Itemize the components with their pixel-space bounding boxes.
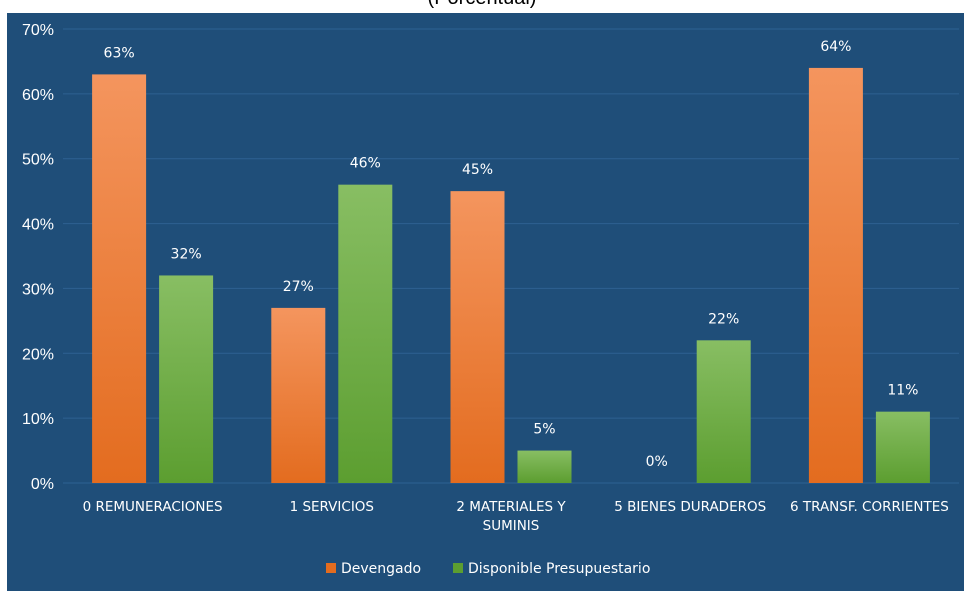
legend: Devengado Disponible Presupuestario — [326, 561, 650, 577]
x-category-label-line: 1 SERVICIOS — [290, 499, 374, 515]
data-label: 0% — [646, 454, 668, 470]
data-label: 63% — [104, 45, 135, 61]
x-category-label: 2 MATERIALES Y SUMINIS — [456, 499, 566, 534]
data-labels: 63% 32% 27% 46% 45% 5% 0% 22% 64% 11% — [104, 39, 919, 470]
legend-swatch — [453, 563, 463, 573]
data-label: 11% — [887, 383, 918, 399]
data-label: 27% — [283, 279, 314, 295]
bar-disponible — [338, 184, 393, 483]
x-category-label-line: 6 TRANSF. CORRIENTES — [790, 499, 949, 515]
x-axis: 0 REMUNERACIONES 1 SERVICIOS 2 MATERIALES … — [83, 499, 949, 534]
x-category-label-line: SUMINIS — [483, 518, 540, 534]
bar-devengado — [92, 74, 147, 484]
data-label: 45% — [462, 162, 493, 178]
bar-devengado — [450, 191, 505, 483]
y-tick-label: 60% — [22, 87, 54, 104]
x-category-label-line: 2 MATERIALES Y — [456, 499, 566, 515]
y-tick-label: 70% — [22, 22, 54, 39]
y-axis: 0% 10% 20% 30% 40% 50% 60% 70% — [22, 22, 54, 493]
bar-disponible — [517, 450, 572, 483]
legend-label: Devengado — [341, 561, 421, 577]
x-category-label: 5 BIENES DURADEROS — [614, 499, 766, 515]
chart-title-partial: (Porcentual) — [0, 0, 964, 10]
bar-devengado — [808, 67, 863, 483]
x-category-label: 0 REMUNERACIONES — [83, 499, 223, 515]
data-label: 32% — [171, 246, 202, 262]
bar-disponible — [159, 275, 214, 483]
bar-devengado — [271, 307, 326, 483]
y-tick-label: 20% — [22, 346, 54, 363]
y-tick-label: 30% — [22, 281, 54, 298]
bars — [92, 67, 930, 484]
chart-panel: 0% 10% 20% 30% 40% 50% 60% 70% 63% 32% 27% 46% 45% 5… — [7, 13, 964, 591]
x-category-label-line: 0 REMUNERACIONES — [83, 499, 223, 515]
y-tick-label: 10% — [22, 411, 54, 428]
data-label: 22% — [708, 311, 739, 327]
data-label: 5% — [533, 422, 555, 438]
bar-chart: 0% 10% 20% 30% 40% 50% 60% 70% 63% 32% 27% 46% 45% 5… — [22, 22, 959, 577]
x-category-label: 6 TRANSF. CORRIENTES — [790, 499, 949, 515]
y-tick-label: 0% — [31, 476, 54, 493]
legend-swatch — [326, 563, 336, 573]
y-tick-label: 50% — [22, 152, 54, 169]
y-tick-label: 40% — [22, 217, 54, 234]
bar-disponible — [696, 340, 751, 483]
x-category-label: 1 SERVICIOS — [290, 499, 374, 515]
x-category-label-line: 5 BIENES DURADEROS — [614, 499, 766, 515]
data-label: 46% — [350, 156, 381, 172]
bar-disponible — [875, 411, 930, 483]
legend-label: Disponible Presupuestario — [468, 561, 650, 577]
data-label: 64% — [820, 39, 851, 55]
